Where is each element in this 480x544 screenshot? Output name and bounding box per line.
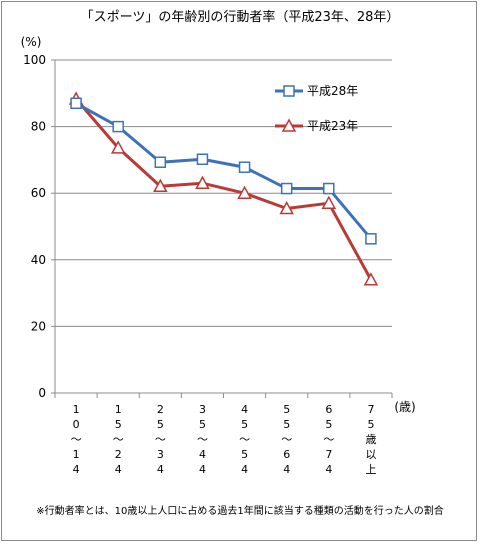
x-tick-char: 歳 (365, 433, 376, 446)
y-tick-label-60: 60 (31, 186, 46, 200)
x-tick-char: 〜 (281, 433, 292, 446)
x-tick-char: 5 (115, 418, 122, 431)
x-tick-char: 5 (325, 418, 332, 431)
x-tick-label-3: 3 5 〜 4 4 (197, 403, 208, 476)
x-tick-char: 3 (157, 448, 164, 461)
x-tick-char: 4 (199, 463, 206, 476)
series-lines (68, 91, 379, 286)
x-tick-label-2: 2 5 〜 3 4 (155, 403, 166, 476)
x-tick-label-7: 7 5 歳以上 (365, 403, 376, 476)
x-tick-char: 〜 (323, 433, 334, 446)
x-tick-char: 4 (157, 463, 164, 476)
y-tick-label-20: 20 (31, 319, 46, 333)
y-axis-unit-label: (%) (21, 35, 42, 49)
series-line (74, 97, 373, 281)
data-point (110, 140, 126, 154)
x-tick-char: 5 (367, 418, 374, 431)
x-tick-label-1: 1 5 〜 2 4 (113, 403, 124, 476)
x-tick-char: 4 (241, 403, 248, 416)
x-tick-char: 7 (367, 403, 374, 416)
x-tick-char: 〜 (239, 433, 250, 446)
x-tick-char: 5 (241, 418, 248, 431)
data-point (112, 120, 124, 133)
x-tick-char: 〜 (197, 433, 208, 446)
footnote: ※行動者率とは、10歳以上人口に占める過去1年間に該当する種類の活動を行った人の… (36, 504, 443, 517)
x-tick-char: 1 (73, 448, 80, 461)
data-point (363, 272, 379, 286)
x-axis-unit-label: (歳) (394, 400, 415, 414)
x-tick-char: 4 (283, 463, 290, 476)
data-point (238, 161, 251, 173)
x-tick-label-0: 1 0 〜 1 4 (71, 403, 82, 476)
legend-marker (281, 118, 297, 132)
x-tick-char: 4 (325, 463, 332, 476)
x-tick-char: 5 (241, 448, 248, 461)
x-tick-char: 5 (157, 418, 164, 431)
series-line (75, 101, 373, 240)
legend-item-1: 平成23年 (275, 118, 358, 133)
x-tick-char: 4 (199, 448, 206, 461)
x-tick-char: 5 (283, 403, 290, 416)
x-tick-char: 0 (73, 418, 80, 431)
x-tick-char: 2 (115, 448, 122, 461)
data-point (279, 200, 294, 215)
x-tick-char: 2 (157, 403, 164, 416)
x-tick-char: 3 (199, 403, 206, 416)
x-tick-label-5: 5 5 〜 6 4 (281, 403, 292, 476)
x-tick-label-4: 4 5 〜 5 4 (239, 403, 250, 476)
x-tick-char: 4 (241, 463, 248, 476)
data-point (280, 182, 293, 195)
x-tick-label-6: 6 5 〜 7 4 (323, 403, 334, 476)
x-tick-labels: 1 0 〜 1 4 1 5 〜 2 4 2 5 〜 3 4 3 5 〜 4 4 4 5 〜 5 4 5 5 〜 6 4 6 5 〜 7 4 7 5 歳以上 (71, 403, 377, 476)
data-point (154, 156, 167, 168)
data-point (323, 182, 335, 195)
y-tick-labels: 0 20 40 60 80 100 (23, 53, 46, 400)
x-tick-char: 5 (283, 418, 290, 431)
legend-marker (283, 85, 295, 97)
x-tick-char: 〜 (71, 433, 82, 446)
x-tick-char: 上 (365, 463, 376, 476)
legend-label: 平成23年 (307, 119, 358, 133)
x-tick-char: 1 (73, 403, 80, 416)
chart-title: 「スポーツ」の年齢別の行動者率（平成23年、28年） (81, 9, 400, 25)
x-tick-char: 5 (199, 418, 206, 431)
legend-item-0: 平成28年 (275, 84, 358, 98)
x-tick-char: 以 (365, 448, 376, 461)
x-tick-char: 1 (115, 403, 122, 416)
axes (51, 59, 393, 398)
data-point (195, 175, 210, 189)
x-tick-char: 6 (283, 448, 290, 461)
x-tick-char: 〜 (113, 433, 124, 446)
y-tick-label-40: 40 (31, 253, 46, 267)
y-tick-label-80: 80 (31, 120, 46, 134)
legend-label: 平成28年 (307, 84, 358, 98)
series-square (70, 97, 377, 245)
data-point (321, 195, 337, 209)
data-point (70, 97, 82, 110)
y-tick-label-0: 0 (38, 386, 46, 400)
data-point (365, 233, 377, 245)
gridlines (55, 59, 392, 327)
y-tick-label-100: 100 (23, 53, 46, 67)
x-tick-char: 4 (73, 463, 80, 476)
data-point (153, 178, 168, 192)
data-point (196, 153, 209, 165)
x-tick-char: 4 (115, 463, 122, 476)
data-point (237, 185, 252, 199)
x-tick-char: 〜 (155, 433, 166, 446)
x-tick-char: 7 (325, 448, 332, 461)
x-tick-char: 6 (325, 403, 332, 416)
